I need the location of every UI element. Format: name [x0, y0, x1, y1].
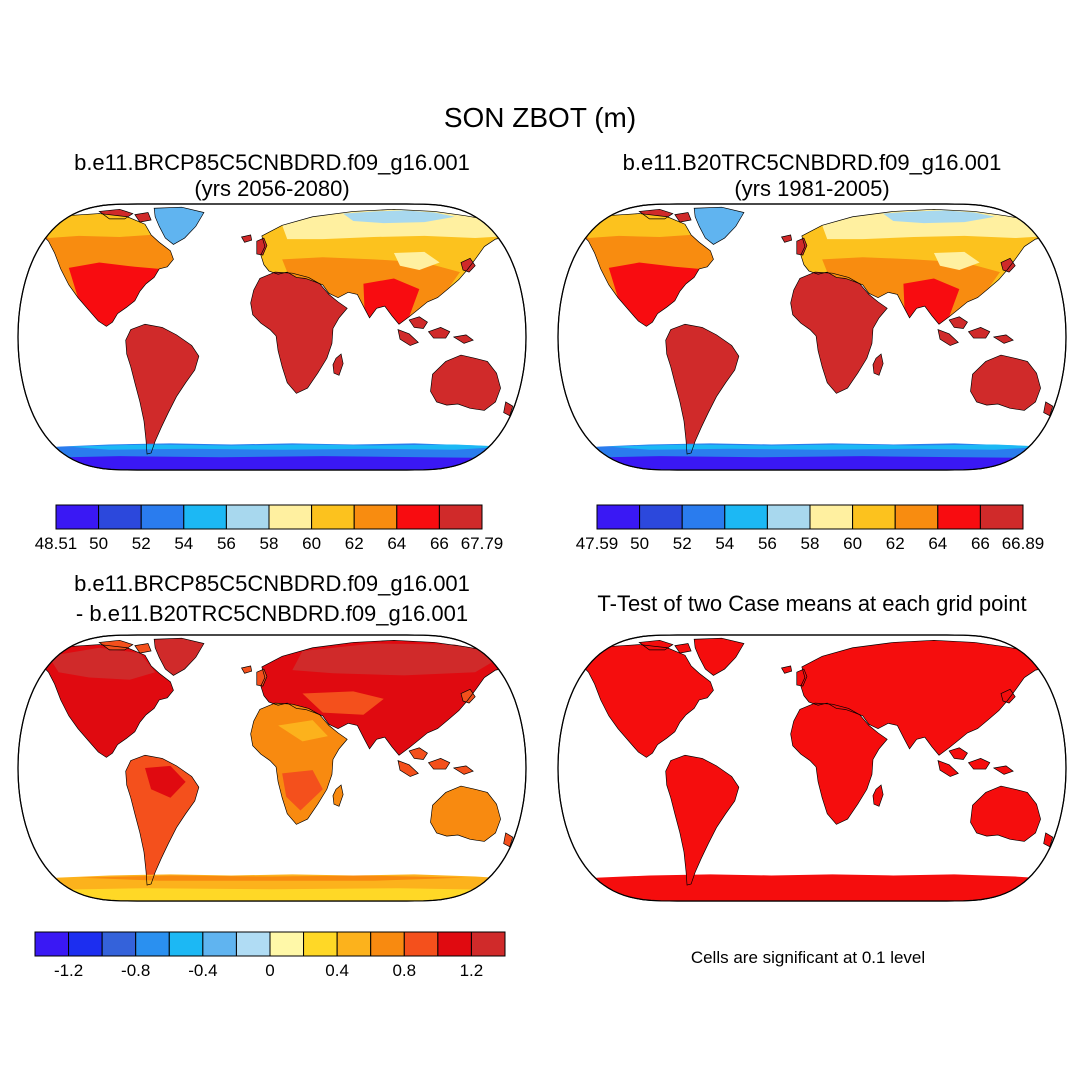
colorbar-box — [55, 504, 100, 530]
colorbar-tick-label: 56 — [217, 534, 236, 553]
colorbar-tick-label: 66 — [971, 534, 990, 553]
ttest-footnote: Cells are significant at 0.1 level — [691, 948, 925, 967]
colorbar-tick-label: 64 — [387, 534, 406, 553]
panel-historical-title-line1: b.e11.B20TRC5CNBDRD.f09_g16.001 — [623, 150, 1002, 175]
colorbar-tick-label: 1.2 — [460, 961, 484, 980]
colorbar-box — [311, 504, 355, 530]
colorbar-tick-label: 47.59 — [576, 534, 619, 553]
colorbar-tick-label: 50 — [630, 534, 649, 553]
colorbar-box — [34, 931, 70, 957]
panel-ttest: T-Test of two Case means at each grid po… — [557, 591, 1067, 967]
figure-title: SON ZBOT (m) — [444, 102, 636, 133]
colorbar-tick-label: 0.8 — [392, 961, 416, 980]
colorbar-tick-label: -0.4 — [188, 961, 217, 980]
panel-historical-title-line2: (yrs 1981-2005) — [734, 176, 889, 201]
colorbar-box — [336, 931, 372, 957]
colorbar-box — [403, 931, 439, 957]
colorbar-box — [979, 504, 1024, 530]
panel-difference-title-line1: b.e11.BRCP85C5CNBDRD.f09_g16.001 — [74, 571, 470, 596]
colorbar-tick-label: 52 — [132, 534, 151, 553]
colorbar-box — [303, 931, 338, 957]
colorbar-difference: -1.2 -0.8 -0.4 0 0.4 0.8 1.2 — [34, 931, 506, 980]
colorbar-box — [140, 504, 185, 530]
map-ttest — [557, 634, 1067, 902]
colorbar-box — [101, 931, 137, 957]
map-difference — [17, 634, 527, 902]
colorbar-box — [809, 504, 854, 530]
colorbar-box — [937, 504, 981, 530]
colorbar-tick-label: -0.8 — [121, 961, 150, 980]
colorbar-box — [724, 504, 768, 530]
colorbar-box — [596, 504, 641, 530]
panel-future-title-line1: b.e11.BRCP85C5CNBDRD.f09_g16.001 — [74, 150, 470, 175]
map-historical — [557, 203, 1067, 471]
panel-future-title-line2: (yrs 2056-2080) — [194, 176, 349, 201]
colorbar-tick-label: 52 — [673, 534, 692, 553]
colorbar-box — [98, 504, 142, 530]
map-frame-outline — [557, 203, 1067, 471]
colorbar-box — [370, 931, 405, 957]
colorbar-tick-label: 54 — [715, 534, 734, 553]
map-frame-outline — [17, 634, 527, 902]
map-future — [17, 203, 527, 471]
colorbar-box — [470, 931, 506, 957]
colorbar-box — [269, 931, 305, 957]
colorbar-box — [681, 504, 726, 530]
map-frame-outline — [17, 203, 527, 471]
panel-historical: b.e11.B20TRC5CNBDRD.f09_g16.001 (yrs 198… — [557, 150, 1067, 553]
colorbar-box — [135, 931, 170, 957]
colorbar-tick-label: 67.79 — [461, 534, 504, 553]
colorbar-tick-label: 56 — [758, 534, 777, 553]
colorbar-tick-label: 58 — [260, 534, 279, 553]
colorbar-box — [183, 504, 227, 530]
colorbar-box — [168, 931, 204, 957]
colorbar-box — [202, 931, 237, 957]
colorbar-box — [639, 504, 683, 530]
map-frame-outline — [557, 634, 1067, 902]
colorbar-tick-label: 62 — [886, 534, 905, 553]
colorbar-box — [437, 931, 472, 957]
colorbar-tick-label: 66.89 — [1002, 534, 1045, 553]
panel-difference: b.e11.BRCP85C5CNBDRD.f09_g16.001 - b.e11… — [17, 571, 527, 980]
colorbar-box — [68, 931, 103, 957]
colorbar-tick-label: 0 — [265, 961, 274, 980]
panel-future: b.e11.BRCP85C5CNBDRD.f09_g16.001 (yrs 20… — [17, 150, 527, 553]
colorbar-box — [396, 504, 440, 530]
colorbar-tick-label: 58 — [801, 534, 820, 553]
panel-ttest-title: T-Test of two Case means at each grid po… — [597, 591, 1026, 616]
colorbar-tick-label: 50 — [89, 534, 108, 553]
colorbar-tick-label: 54 — [174, 534, 193, 553]
colorbar-historical: 47.59 50 52 54 56 58 60 62 64 66 66.89 — [576, 504, 1045, 553]
colorbar-tick-label: 60 — [302, 534, 321, 553]
colorbar-tick-label: 48.51 — [35, 534, 78, 553]
colorbar-tick-label: 60 — [843, 534, 862, 553]
colorbar-tick-label: 0.4 — [325, 961, 349, 980]
panel-difference-title-line2: - b.e11.B20TRC5CNBDRD.f09_g16.001 — [76, 601, 468, 626]
colorbar-tick-label: 62 — [345, 534, 364, 553]
colorbar-box — [894, 504, 939, 530]
colorbar-box — [353, 504, 398, 530]
colorbar-tick-label: -1.2 — [54, 961, 83, 980]
colorbar-box — [438, 504, 483, 530]
colorbar-tick-label: 64 — [928, 534, 947, 553]
colorbar-box — [852, 504, 896, 530]
colorbar-box — [268, 504, 313, 530]
colorbar-future: 48.51 50 52 54 56 58 60 62 64 66 67.79 — [35, 504, 504, 553]
colorbar-tick-label: 66 — [430, 534, 449, 553]
colorbar-box — [235, 931, 271, 957]
colorbar-box — [225, 504, 270, 530]
colorbar-box — [766, 504, 811, 530]
